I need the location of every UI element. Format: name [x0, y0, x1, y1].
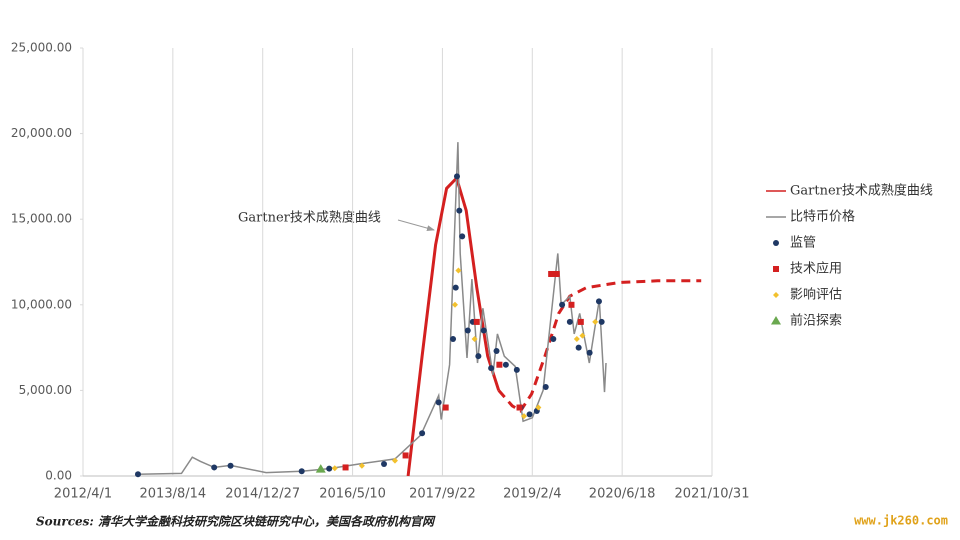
marker: [595, 298, 602, 305]
marker: [453, 173, 460, 180]
marker: [473, 318, 480, 325]
x-tick-label: 2017/9/22: [409, 487, 476, 502]
line: [497, 279, 702, 413]
y-tick-label: 10,000.00: [11, 297, 72, 311]
marker: [471, 336, 478, 343]
marker: [535, 404, 542, 411]
x-tick-label: 2012/4/1: [54, 487, 112, 502]
marker: [442, 404, 449, 411]
watermark: www.jk260.com: [854, 514, 948, 528]
legend-swatch: [773, 292, 779, 298]
x-tick-label: 2016/5/10: [319, 487, 386, 502]
marker: [542, 383, 549, 390]
marker: [391, 457, 398, 464]
marker: [568, 301, 575, 308]
marker: [435, 399, 442, 406]
marker: [358, 462, 365, 469]
marker: [455, 267, 462, 274]
legend-label: 前沿探索: [790, 313, 842, 329]
marker: [331, 465, 338, 472]
x-tick-label: 2014/12/27: [225, 487, 300, 502]
marker: [566, 318, 573, 325]
x-tick-label: 2013/8/14: [140, 487, 207, 502]
marker: [315, 464, 326, 473]
legend-label: Gartner技术成熟度曲线: [790, 183, 933, 199]
marker: [553, 270, 560, 277]
marker: [598, 318, 605, 325]
marker: [493, 348, 500, 355]
marker: [573, 336, 580, 343]
marker: [452, 301, 459, 308]
marker: [456, 207, 463, 214]
marker: [298, 468, 305, 475]
x-tick-label: 2019/2/4: [503, 487, 561, 502]
marker: [450, 336, 457, 343]
marker: [402, 452, 409, 459]
marker: [488, 365, 495, 372]
x-tick-label: 2020/6/18: [589, 487, 656, 502]
source: Sources: 清华大学金融科技研究院区块链研究中心，美国各政府机构官网: [36, 515, 436, 529]
marker: [550, 336, 557, 343]
marker: [419, 430, 426, 437]
marker: [475, 353, 482, 360]
marker: [326, 465, 333, 472]
marker: [579, 332, 586, 339]
annotation: Gartner技术成熟度曲线: [238, 210, 381, 226]
marker: [452, 284, 459, 291]
legend-label: 影响评估: [790, 287, 842, 303]
marker: [381, 461, 388, 468]
marker: [211, 464, 218, 471]
marker: [459, 233, 466, 240]
marker: [586, 349, 593, 356]
marker: [577, 318, 584, 325]
x-tick-label: 2021/10/31: [675, 487, 750, 502]
marker: [548, 270, 555, 277]
marker: [464, 327, 471, 334]
marker: [227, 462, 234, 469]
y-tick-label: 25,000.00: [11, 41, 72, 55]
legend-label: 比特币价格: [790, 209, 855, 225]
line: [137, 142, 607, 476]
marker: [342, 464, 349, 471]
marker: [575, 344, 582, 351]
marker: [516, 404, 523, 411]
legend-label: 监管: [790, 236, 816, 251]
marker: [513, 366, 520, 373]
marker: [496, 361, 503, 368]
marker: [559, 301, 566, 308]
y-tick-label: 20,000.00: [11, 126, 72, 140]
legend-swatch: [773, 266, 779, 272]
y-tick-label: 15,000.00: [11, 212, 72, 226]
marker: [592, 318, 599, 325]
marker: [480, 327, 487, 334]
legend-swatch: [771, 316, 781, 325]
marker: [526, 411, 533, 418]
y-tick-label: 0.00: [45, 469, 72, 483]
marker: [502, 361, 509, 368]
legend-swatch: [773, 240, 779, 246]
y-tick-label: 5,000.00: [19, 383, 72, 397]
marker: [521, 413, 528, 420]
annotation-arrow: [397, 219, 435, 232]
legend-label: 技术应用: [790, 261, 842, 277]
marker: [134, 471, 141, 478]
